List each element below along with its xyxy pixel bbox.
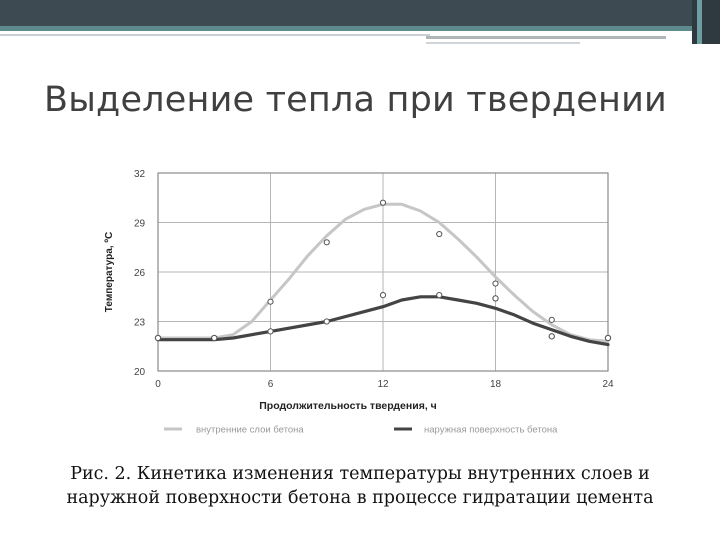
series-outer-surface: [154, 292, 612, 347]
y-tick-label: 23: [134, 318, 146, 329]
y-tick-label: 32: [134, 169, 146, 180]
data-point: [267, 298, 274, 305]
caption-line-1: Рис. 2. Кинетика изменения температуры в…: [70, 464, 650, 484]
header-divider-line-secondary: [426, 36, 666, 39]
data-point: [379, 199, 387, 206]
header-accent-band: [0, 26, 720, 31]
chart-series: [154, 199, 612, 347]
data-point: [548, 333, 555, 340]
data-point: [154, 334, 162, 342]
header-band: [0, 0, 720, 26]
header-divider-line-tertiary: [426, 42, 580, 44]
data-point: [492, 295, 499, 302]
header-corner-accent: [697, 0, 702, 44]
data-point: [211, 334, 218, 342]
plot-area-frame: [157, 172, 609, 372]
data-point: [323, 318, 330, 325]
x-axis-label: Продолжительность твердения, ч: [259, 400, 437, 412]
data-point: [379, 292, 387, 299]
y-axis-label: Температура, ºС: [104, 232, 115, 312]
figure-caption: Рис. 2. Кинетика изменения температуры в…: [40, 462, 680, 510]
caption-line-2: наружной поверхности бетона в процессе г…: [66, 488, 654, 508]
data-point: [436, 292, 443, 299]
legend-label-outer-surface: наружная поверхность бетона: [424, 425, 558, 436]
x-tick-label: 0: [155, 379, 161, 390]
slide-title: Выделение тепла при твердении: [44, 80, 667, 120]
data-point: [492, 280, 499, 287]
x-tick-label: 24: [602, 379, 614, 390]
data-point: [436, 230, 443, 238]
y-tick-label: 29: [134, 219, 146, 230]
series-line: [156, 202, 610, 343]
legend-label-inner-layers: внутренние слои бетона: [196, 425, 304, 436]
series-line: [156, 295, 610, 347]
data-point: [323, 239, 330, 246]
y-tick-labels: 20 23 26 29 32: [134, 169, 146, 378]
y-tick-label: 20: [134, 367, 146, 378]
x-tick-label: 6: [268, 379, 274, 390]
x-tick-labels: 0 6 12 18 24: [155, 379, 614, 390]
data-point: [548, 316, 555, 323]
data-point: [604, 334, 612, 342]
x-tick-label: 18: [490, 379, 502, 390]
y-tick-label: 26: [134, 268, 146, 279]
header-corner-block: [692, 0, 720, 44]
chart-legend: внутренние слои бетона наружная поверхно…: [164, 425, 558, 436]
data-point: [267, 328, 274, 335]
header-divider-line: [0, 34, 430, 36]
temperature-chart: 20 23 26 29 32 0 6 12 18 24 Температура, ºС Прод…: [104, 169, 614, 436]
x-tick-label: 12: [377, 379, 389, 390]
